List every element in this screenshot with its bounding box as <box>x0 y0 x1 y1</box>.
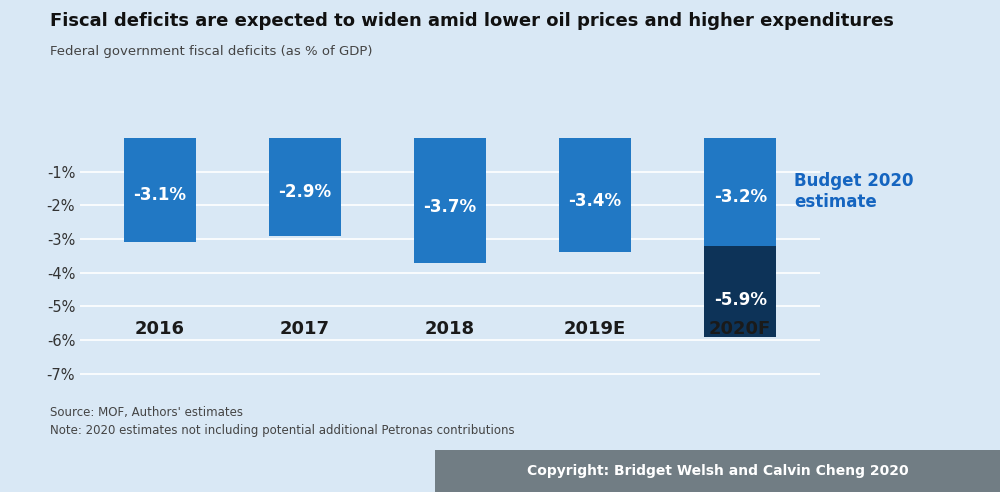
Text: -3.4%: -3.4% <box>569 192 622 210</box>
Text: Source: MOF, Authors' estimates
Note: 2020 estimates not including potential add: Source: MOF, Authors' estimates Note: 20… <box>50 406 515 437</box>
Text: -3.7%: -3.7% <box>423 197 477 215</box>
Text: Copyright: Bridget Welsh and Calvin Cheng 2020: Copyright: Bridget Welsh and Calvin Chen… <box>527 464 908 478</box>
Text: -5.9%: -5.9% <box>714 291 767 309</box>
Bar <box>414 138 486 263</box>
Text: 2017: 2017 <box>280 320 330 338</box>
Text: 2019E: 2019E <box>564 320 626 338</box>
Text: Budget 2020
estimate: Budget 2020 estimate <box>794 173 913 211</box>
Text: -2.9%: -2.9% <box>278 183 331 201</box>
Bar <box>269 138 341 236</box>
Text: Federal government fiscal deficits (as % of GDP): Federal government fiscal deficits (as %… <box>50 45 372 58</box>
Text: Fiscal deficits are expected to widen amid lower oil prices and higher expenditu: Fiscal deficits are expected to widen am… <box>50 12 894 31</box>
Text: -3.2%: -3.2% <box>714 188 767 206</box>
Bar <box>559 138 631 252</box>
Text: 2018: 2018 <box>425 320 475 338</box>
Text: 2016: 2016 <box>135 320 185 338</box>
Bar <box>704 246 776 337</box>
Bar <box>124 138 196 243</box>
Text: -3.1%: -3.1% <box>133 186 186 204</box>
Bar <box>704 138 776 246</box>
Text: 2020F: 2020F <box>709 320 771 338</box>
